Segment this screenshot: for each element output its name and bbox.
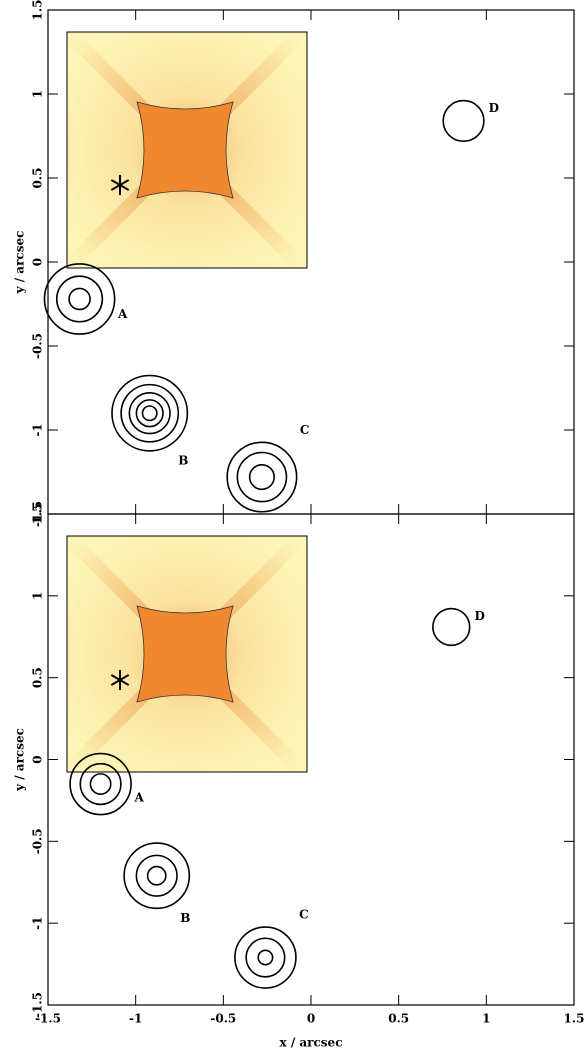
x-tick-label: 1.5 <box>564 1012 585 1026</box>
caustic <box>137 102 233 198</box>
x-tick-label: -1 <box>129 1012 142 1026</box>
image-label: D <box>474 609 484 623</box>
x-tick-label: 1 <box>482 1012 490 1026</box>
contour <box>143 406 157 420</box>
y-tick-label: 1 <box>31 90 45 98</box>
figure: -1.5-1-0.500.511.5y / arcsecABCD-1.5-1-0… <box>0 0 587 1061</box>
contour <box>136 400 163 427</box>
contour <box>129 393 170 434</box>
contour <box>235 927 296 988</box>
image-label: A <box>117 307 128 321</box>
contour <box>250 465 275 490</box>
image-label: D <box>489 101 499 115</box>
y-tick-label: -1.5 <box>31 992 45 1018</box>
x-tick-label: 0 <box>307 1012 315 1026</box>
caustic-inset <box>67 32 307 268</box>
contour <box>148 867 166 885</box>
y-tick-label: -1 <box>31 423 45 436</box>
contour <box>258 950 272 964</box>
x-tick-label: 0.5 <box>388 1012 409 1026</box>
image-label: B <box>180 911 190 925</box>
contour <box>443 101 484 142</box>
page: {"chart_data": [ {"type": "contour", "yl… <box>0 0 587 1061</box>
x-tick-label: -0.5 <box>210 1012 236 1026</box>
contour <box>44 264 114 334</box>
image-label: C <box>299 908 309 922</box>
y-tick-label: 0.5 <box>31 168 45 189</box>
y-tick-label: 1 <box>31 592 45 600</box>
contour <box>69 288 90 309</box>
contour <box>246 938 285 977</box>
y-tick-label: 1.5 <box>31 0 45 20</box>
contour <box>136 855 177 896</box>
x-axis-label: x / arcsec <box>280 1036 343 1050</box>
y-axis-label: y / arcsec <box>13 728 27 792</box>
y-axis-label: y / arcsec <box>13 231 27 295</box>
image-label: B <box>178 453 188 467</box>
image-label: C <box>300 423 310 437</box>
y-tick-label: -0.5 <box>31 333 45 359</box>
y-tick-label: 0 <box>31 258 45 266</box>
contour <box>57 276 103 322</box>
caustic <box>137 606 233 702</box>
caustic-inset <box>67 536 307 772</box>
contour <box>433 609 470 646</box>
contour <box>112 376 187 451</box>
contour <box>124 843 189 908</box>
contour <box>237 452 286 501</box>
y-tick-label: 0.5 <box>31 667 45 688</box>
image-label: A <box>133 790 144 804</box>
y-tick-label: 0 <box>31 755 45 763</box>
y-tick-label: -0.5 <box>31 828 45 854</box>
contour <box>90 774 110 794</box>
y-tick-label: -1 <box>31 916 45 929</box>
y-tick-label: 1.5 <box>31 504 45 525</box>
